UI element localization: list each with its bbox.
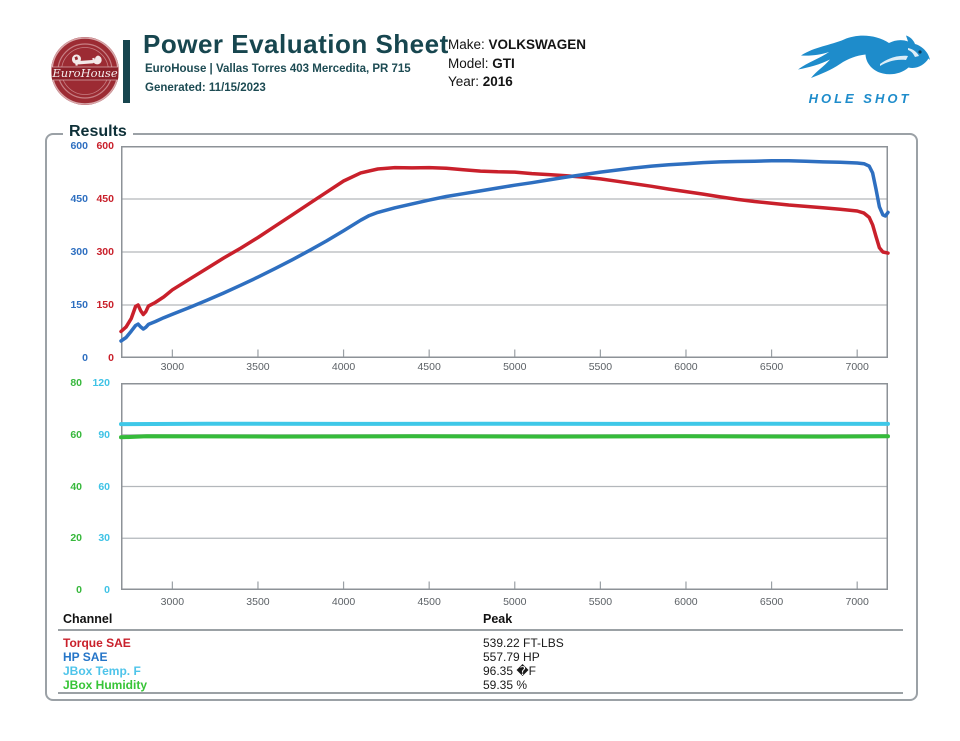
y-axis-tick-label: 0 xyxy=(82,352,88,364)
x-axis-tick-label: 5500 xyxy=(588,596,613,608)
y-axis-tick-label: 40 xyxy=(70,480,82,493)
peak-value: 539.22 FT-LBS xyxy=(483,636,564,650)
page-title: Power Evaluation Sheet xyxy=(143,29,449,59)
x-axis-tick-label: 6000 xyxy=(674,361,698,373)
y-axis-tick-label: 0 xyxy=(76,584,82,596)
peak-value: 59.35 % xyxy=(483,678,528,692)
vehicle-make: Make: VOLKSWAGEN xyxy=(448,37,587,52)
y-axis-tick-label: 90 xyxy=(98,428,110,441)
vehicle-year: Year: 2016 xyxy=(448,74,513,89)
y-axis-tick-label: 450 xyxy=(70,193,88,205)
horse-icon xyxy=(798,35,930,78)
results-panel xyxy=(45,133,918,701)
environment-chart xyxy=(119,383,890,590)
y-axis-tick-label: 300 xyxy=(70,246,88,258)
x-axis-tick-label: 3000 xyxy=(160,361,185,373)
power-torque-chart xyxy=(119,146,890,358)
y-axis-tick-label: 150 xyxy=(70,299,88,311)
x-axis-tick-label: 5000 xyxy=(503,361,527,373)
x-axis-tick-label: 6000 xyxy=(674,596,698,608)
y-axis-tick-label: 600 xyxy=(70,140,88,152)
shop-address: EuroHouse | Vallas Torres 403 Mercedita,… xyxy=(145,63,411,75)
channel-label: JBox Humidity xyxy=(63,678,148,692)
x-axis-tick-label: 7000 xyxy=(845,361,869,373)
x-axis-tick-label: 7000 xyxy=(845,596,869,608)
title-accent-bar xyxy=(123,40,130,103)
y-axis-tick-label: 120 xyxy=(92,377,110,389)
table-header-peak: Peak xyxy=(483,612,513,626)
x-axis-tick-label: 3500 xyxy=(246,596,270,608)
series-hp-sae xyxy=(119,159,890,343)
holeshot-logo: HOLE SHOT xyxy=(780,26,940,106)
x-axis-tick-label: 4500 xyxy=(417,596,441,608)
x-axis-tick-label: 6500 xyxy=(759,361,784,373)
eurohouse-logo-icon: EuroHouse xyxy=(50,36,120,106)
table-header-rule xyxy=(58,629,903,631)
table-header-channel: Channel xyxy=(63,612,113,626)
table-bottom-rule xyxy=(58,692,903,694)
x-axis-tick-label: 6500 xyxy=(759,596,784,608)
vehicle-info: Make: VOLKSWAGEN Model: GTI Year: 2016 xyxy=(448,36,586,92)
peak-value: 557.79 HP xyxy=(483,650,540,664)
x-axis-tick-label: 3500 xyxy=(246,361,270,373)
channel-label: JBox Temp. F xyxy=(63,664,141,678)
x-axis-tick-label: 4000 xyxy=(331,361,356,373)
x-axis-tick-label: 4000 xyxy=(331,596,356,608)
y-axis-tick-label: 60 xyxy=(70,428,82,441)
y-axis-tick-label: 300 xyxy=(96,246,114,258)
x-axis-tick-label: 4500 xyxy=(417,361,441,373)
holeshot-wordmark: HOLE SHOT xyxy=(808,91,912,106)
channel-label: Torque SAE xyxy=(63,636,131,650)
y-axis-tick-label: 150 xyxy=(96,299,114,311)
svg-text:EuroHouse: EuroHouse xyxy=(51,66,117,80)
channel-label: HP SAE xyxy=(63,650,108,664)
y-axis-tick-label: 0 xyxy=(104,584,110,596)
series-jbox-humidity xyxy=(119,434,890,440)
y-axis-tick-label: 80 xyxy=(70,377,82,389)
generated-date: Generated: 11/15/2023 xyxy=(145,82,266,94)
y-axis-tick-label: 0 xyxy=(108,352,114,364)
results-legend: Results xyxy=(63,123,133,141)
y-axis-tick-label: 60 xyxy=(98,480,110,493)
y-axis-tick-label: 20 xyxy=(70,532,82,545)
x-axis-tick-label: 5000 xyxy=(503,596,527,608)
peak-value: 96.35 �F xyxy=(483,664,536,678)
x-axis-tick-label: 3000 xyxy=(160,596,185,608)
y-axis-tick-label: 600 xyxy=(96,140,114,152)
series-torque-sae xyxy=(119,165,890,334)
vehicle-model: Model: GTI xyxy=(448,55,515,71)
y-axis-tick-label: 30 xyxy=(98,532,110,545)
x-axis-tick-label: 5500 xyxy=(588,361,613,373)
y-axis-tick-label: 450 xyxy=(96,193,114,205)
